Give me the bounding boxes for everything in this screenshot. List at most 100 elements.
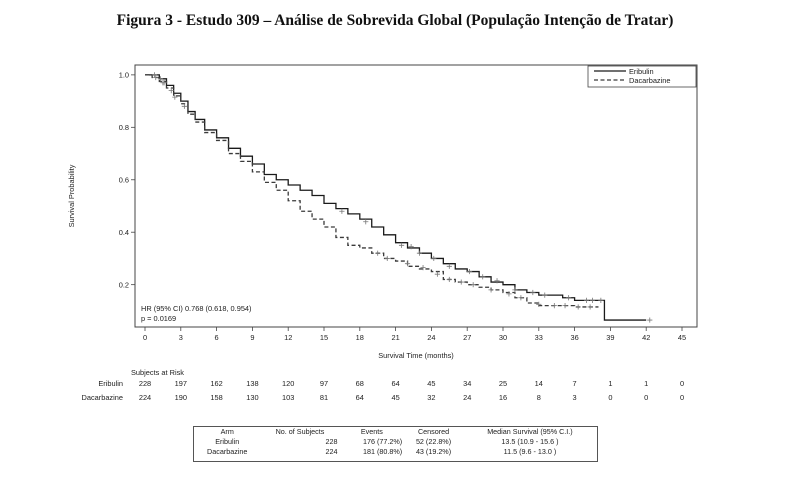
censor-mark-dacarbazine: [384, 255, 390, 262]
censor-mark-eribulin: [446, 263, 452, 269]
at-risk-arm-eribulin: Eribulin: [98, 379, 123, 388]
summary-cell-censored: 43 (19.2%): [415, 447, 452, 456]
censor-mark-dacarbazine: [575, 304, 581, 310]
x-tick-label: 36: [570, 333, 578, 342]
x-tick-label: 12: [284, 333, 292, 342]
censor-mark-eribulin: [530, 289, 536, 296]
censor-mark-dacarbazine: [506, 291, 512, 297]
y-tick-label: 0.2: [119, 280, 129, 289]
censor-mark-dacarbazine: [518, 295, 524, 301]
summary-table: Arm No. of Subjects Events Censored Medi…: [193, 426, 598, 462]
summary-header-median: Median Survival (95% C.I.): [487, 427, 573, 436]
x-tick-label: 27: [463, 333, 471, 342]
summary-row-dacarbazine: Dacarbazine 224 181 (80.8%) 43 (19.2%) 1…: [194, 447, 597, 457]
at-risk-count: 1: [644, 379, 648, 388]
y-tick-label: 0.4: [119, 228, 129, 237]
censor-mark-dacarbazine: [587, 304, 593, 310]
legend-label-dacarbazine: Dacarbazine: [629, 76, 671, 85]
at-risk-count: 24: [463, 393, 471, 402]
x-tick-label: 24: [427, 333, 435, 342]
x-axis-label: Survival Time (months): [378, 351, 454, 360]
censor-mark-dacarbazine: [458, 279, 464, 285]
summary-cell-subjects: 228: [325, 437, 338, 446]
censor-mark-eribulin: [339, 208, 345, 214]
censor-mark-eribulin: [583, 297, 590, 303]
x-tick-label: 6: [215, 333, 219, 342]
summary-cell-arm: Eribulin: [215, 437, 240, 446]
censor-mark-eribulin: [363, 219, 369, 225]
censor-mark-dacarbazine: [562, 303, 568, 309]
censor-mark-eribulin: [480, 274, 486, 280]
at-risk-count: 0: [608, 393, 612, 402]
at-risk-count: 14: [535, 379, 543, 388]
x-tick-label: 33: [535, 333, 543, 342]
at-risk-count: 1: [608, 379, 612, 388]
at-risk-count: 158: [210, 393, 222, 402]
x-tick-label: 18: [356, 333, 364, 342]
censor-mark-dacarbazine: [446, 276, 452, 283]
legend-label-eribulin: Eribulin: [629, 67, 654, 76]
summary-cell-subjects: 224: [325, 447, 338, 456]
at-risk-count: 0: [680, 393, 684, 402]
y-axis-label: Survival Probability: [67, 164, 76, 227]
censor-mark-eribulin: [157, 76, 164, 82]
censor-mark-dacarbazine: [488, 287, 494, 293]
summary-cell-median: 11.5 (9.6 - 13.0 ): [503, 447, 557, 456]
summary-cell-events: 176 (77.2%): [363, 437, 403, 446]
censor-mark-dacarbazine: [470, 282, 476, 288]
summary-cell-median: 13.5 (10.9 - 15.6 ): [501, 437, 559, 446]
censor-mark-eribulin: [566, 295, 572, 301]
censor-mark-eribulin: [431, 255, 437, 262]
y-tick-label: 1.0: [119, 70, 129, 79]
at-risk-count: 68: [356, 379, 364, 388]
censor-mark-eribulin: [398, 242, 405, 248]
curve-dacarbazine: [145, 74, 599, 308]
censor-mark-eribulin: [416, 250, 423, 256]
at-risk-count: 8: [537, 393, 541, 402]
x-tick-label: 30: [499, 333, 507, 342]
at-risk-count: 45: [391, 393, 399, 402]
censor-mark-dacarbazine: [404, 261, 411, 267]
x-tick-label: 45: [678, 333, 686, 342]
at-risk-count: 224: [139, 393, 151, 402]
curves: [145, 74, 647, 321]
censor-mark-dacarbazine: [172, 94, 178, 100]
censor-mark-eribulin: [542, 292, 548, 298]
at-risk-count: 16: [499, 393, 507, 402]
censor-mark-dacarbazine: [160, 80, 166, 86]
at-risk-header: Subjects at Risk: [131, 368, 184, 377]
at-risk-count: 34: [463, 379, 471, 388]
x-tick-label: 39: [606, 333, 614, 342]
censor-mark-eribulin: [494, 278, 500, 284]
curve-eribulin: [145, 74, 647, 321]
censor-mark-eribulin: [168, 88, 174, 94]
summary-header-events: Events: [360, 427, 383, 436]
hr-annotation: HR (95% CI) 0.768 (0.618, 0.954): [141, 304, 252, 313]
legend: Eribulin Dacarbazine: [587, 65, 697, 88]
x-tick-label: 21: [391, 333, 399, 342]
at-risk-arm-dacarbazine: Dacarbazine: [82, 393, 124, 402]
censor-mark-eribulin: [466, 268, 473, 275]
censor-mark-eribulin: [181, 103, 187, 109]
censor-mark-eribulin: [512, 287, 518, 293]
at-risk-count: 130: [246, 393, 258, 402]
at-risk-count: 64: [356, 393, 364, 402]
at-risk-count: 97: [320, 379, 328, 388]
at-risk-count: 197: [175, 379, 187, 388]
at-risk-count: 7: [573, 379, 577, 388]
p-value-annotation: p = 0.0169: [141, 314, 176, 323]
censor-mark-eribulin: [647, 317, 653, 323]
censor-mark-eribulin: [589, 297, 596, 303]
summary-header-arm: Arm: [220, 427, 234, 436]
x-tick-label: 0: [143, 333, 147, 342]
censor-mark-dacarbazine: [420, 265, 426, 271]
at-risk-counts: 228 197 162 138 120 97 68 64 45 34 25 14 7 1 1 0 224 190 1…: [139, 379, 684, 402]
at-risk-count: 103: [282, 393, 294, 402]
summary-cell-censored: 52 (22.8%): [415, 437, 452, 446]
y-tick-label: 0.8: [119, 123, 129, 132]
at-risk-count: 0: [644, 393, 648, 402]
summary-header-censored: Censored: [417, 427, 450, 436]
summary-cell-events: 181 (80.8%): [363, 447, 403, 456]
censor-mark-eribulin: [598, 297, 604, 303]
